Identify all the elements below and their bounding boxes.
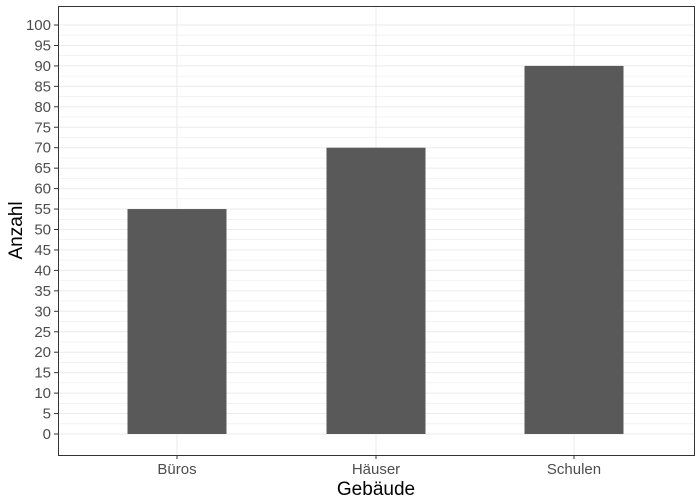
y-axis: 0 5 10 15 20 25 30 35 40 45 50 55 60 65 70 75 80 85 90 95 10… (26, 17, 58, 443)
x-axis-title: Gebäude (337, 479, 415, 500)
y-tick-label: 35 (34, 283, 51, 300)
y-tick-label: 60 (34, 181, 51, 198)
y-tick-label: 50 (34, 222, 51, 239)
y-tick-label: 40 (34, 262, 51, 279)
y-tick-label: 5 (43, 406, 51, 423)
bar (326, 147, 426, 434)
y-axis-title: Anzahl (6, 201, 27, 259)
x-tick-label: Schulen (547, 461, 601, 478)
y-tick-label: 100 (26, 17, 51, 34)
bars (127, 65, 624, 435)
x-tick-label: Büros (157, 461, 196, 478)
x-axis: Büros Häuser Schulen (157, 455, 601, 478)
bar (524, 65, 624, 435)
y-tick-label: 45 (34, 242, 51, 259)
x-tick-label: Häuser (352, 461, 400, 478)
y-tick-label: 90 (34, 58, 51, 75)
y-tick-label: 80 (34, 99, 51, 116)
y-tick-label: 25 (34, 324, 51, 341)
bar (127, 209, 227, 434)
y-tick-label: 65 (34, 160, 51, 177)
y-tick-label: 75 (34, 119, 51, 136)
y-tick-label: 95 (34, 37, 51, 54)
y-tick-label: 55 (34, 201, 51, 218)
y-tick-label: 10 (34, 385, 51, 402)
y-tick-label: 70 (34, 140, 51, 157)
y-tick-label: 20 (34, 344, 51, 361)
y-tick-label: 85 (34, 78, 51, 95)
y-tick-label: 0 (43, 426, 51, 443)
y-tick-label: 30 (34, 303, 51, 320)
y-tick-label: 15 (34, 365, 51, 382)
